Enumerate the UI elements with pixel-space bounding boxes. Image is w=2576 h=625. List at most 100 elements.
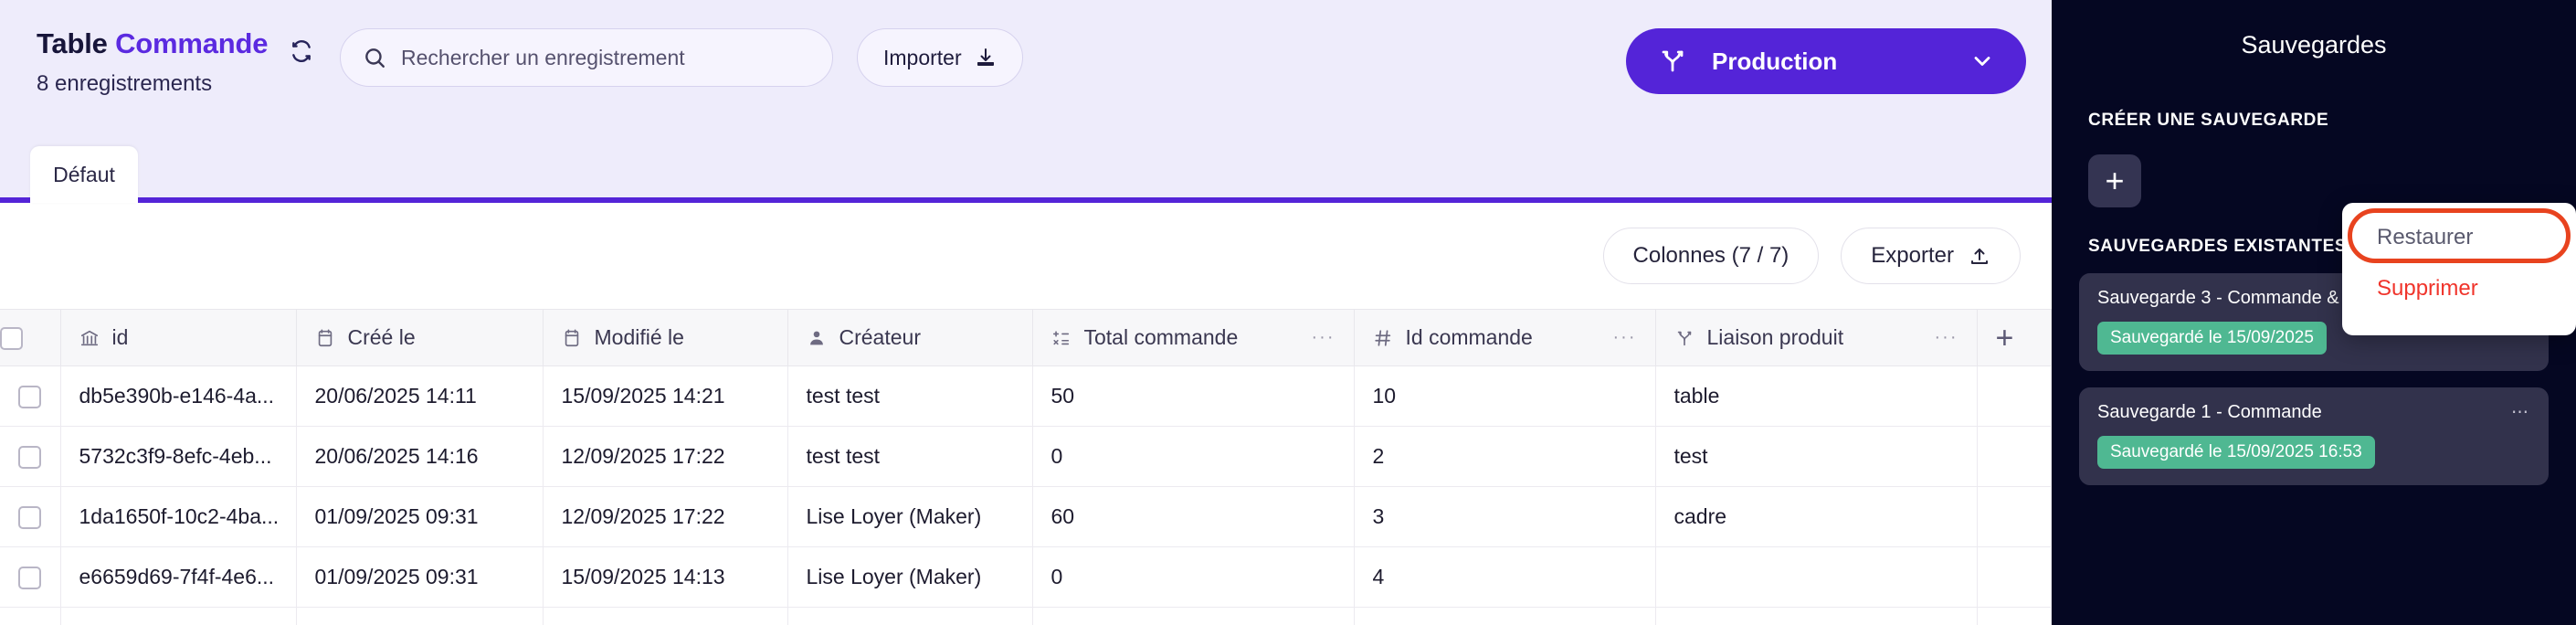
- cell-id: da5e14ef-1710-458...: [60, 607, 297, 625]
- calendar-icon: [562, 328, 582, 348]
- column-header-id[interactable]: id: [60, 309, 297, 366]
- upload-icon: [1969, 245, 1990, 267]
- row-checkbox[interactable]: [18, 386, 42, 409]
- column-header-cree-le[interactable]: Créé le: [296, 309, 544, 366]
- create-backup-section-label: CRÉER UNE SAUVEGARDE: [2088, 111, 2329, 130]
- refresh-button[interactable]: [283, 33, 320, 69]
- row-select-cell[interactable]: [0, 546, 61, 608]
- git-branch-icon: [1674, 328, 1694, 348]
- cell-spacer: [1977, 486, 2052, 547]
- calendar-icon: [315, 328, 335, 348]
- row-select-cell[interactable]: [0, 426, 61, 487]
- context-menu-restore-label: Restaurer: [2377, 225, 2474, 249]
- table-toolbar: Colonnes (7 / 7) Exporter: [0, 203, 2052, 309]
- environment-label: Production: [1712, 47, 1838, 75]
- row-checkbox[interactable]: [18, 567, 42, 590]
- columns-button[interactable]: Colonnes (7 / 7): [1602, 228, 1820, 284]
- column-label: Modifié le: [594, 325, 684, 349]
- columns-label: Colonnes (7 / 7): [1632, 243, 1789, 268]
- table-row[interactable]: 5732c3f9-8efc-4eb... 20/06/2025 14:16 12…: [0, 426, 2052, 487]
- records-count: 8 enregistrements: [37, 71, 213, 96]
- environment-selector[interactable]: Production: [1626, 28, 2026, 94]
- export-button[interactable]: Exporter: [1841, 228, 2021, 284]
- create-backup-button[interactable]: +: [2088, 154, 2141, 207]
- column-header-id-commande[interactable]: Id commande ···: [1354, 309, 1656, 366]
- context-menu-restore[interactable]: Restaurer: [2342, 212, 2576, 263]
- cell-modified: 15/09/2025 14:13: [543, 607, 788, 625]
- cell-modified: 15/09/2025 14:21: [543, 365, 788, 427]
- more-horizontal-icon[interactable]: ⋯: [2511, 403, 2530, 422]
- row-checkbox[interactable]: [18, 446, 42, 470]
- existing-backups-section-label: SAUVEGARDES EXISTANTES: [2088, 237, 2348, 256]
- column-label: Créateur: [839, 325, 921, 349]
- top-bar: Table Commande 8 enregistrements: [0, 0, 2052, 203]
- cell-id-commande: 2: [1354, 426, 1656, 487]
- backup-timestamp-badge: Sauvegardé le 15/09/2025 16:53: [2097, 436, 2375, 469]
- table-row[interactable]: db5e390b-e146-4a... 20/06/2025 14:11 15/…: [0, 365, 2052, 427]
- hash-icon: [1373, 328, 1393, 348]
- cell-spacer: [1977, 365, 2052, 427]
- export-label: Exporter: [1871, 243, 1954, 268]
- column-header-modifie-le[interactable]: Modifié le: [543, 309, 788, 366]
- cell-id-commande: 3: [1354, 486, 1656, 547]
- cell-id: 5732c3f9-8efc-4eb...: [60, 426, 297, 487]
- formula-icon: [1051, 328, 1072, 348]
- search-placeholder: Rechercher un enregistrement: [401, 45, 685, 69]
- row-select-cell[interactable]: [0, 607, 61, 625]
- table-body: db5e390b-e146-4a... 20/06/2025 14:11 15/…: [0, 365, 2052, 625]
- backup-card[interactable]: Sauvegarde 1 - Commande ⋯ Sauvegardé le …: [2079, 387, 2549, 485]
- search-icon: [363, 46, 386, 69]
- tab-defaut[interactable]: Défaut: [30, 146, 138, 203]
- select-all-cell[interactable]: [0, 309, 61, 366]
- cell-id-commande: 5: [1354, 607, 1656, 625]
- column-header-liaison-produit[interactable]: Liaison produit ···: [1655, 309, 1978, 366]
- chevron-down-icon: [1969, 48, 1995, 74]
- cell-spacer: [1977, 546, 2052, 608]
- main-area: Table Commande 8 enregistrements: [0, 0, 2052, 625]
- backup-name: Sauvegarde 3 - Commande & produits: [2097, 288, 2410, 308]
- row-select-cell[interactable]: [0, 486, 61, 547]
- table-row[interactable]: da5e14ef-1710-458... 01/09/2025 09:31 15…: [0, 607, 2052, 625]
- table-row[interactable]: e6659d69-7f4f-4e6... 01/09/2025 09:31 15…: [0, 546, 2052, 608]
- column-header-createur[interactable]: Créateur: [787, 309, 1033, 366]
- column-label: id: [111, 325, 129, 349]
- user-icon: [807, 328, 827, 348]
- page-title: Table Commande: [37, 27, 283, 60]
- column-menu-icon[interactable]: ···: [1934, 327, 1958, 347]
- import-button[interactable]: Importer: [857, 28, 1023, 87]
- cell-total: 0: [1032, 546, 1355, 608]
- cell-liaison: [1655, 546, 1978, 608]
- bank-icon: [79, 328, 100, 348]
- column-label: Total commande: [1083, 325, 1239, 349]
- search-input[interactable]: Rechercher un enregistrement: [340, 28, 833, 87]
- column-label: Id commande: [1405, 325, 1533, 349]
- add-column-button[interactable]: +: [1977, 309, 2052, 366]
- tab-label: Défaut: [53, 162, 115, 186]
- column-header-total-commande[interactable]: Total commande ···: [1032, 309, 1355, 366]
- cell-id: db5e390b-e146-4a...: [60, 365, 297, 427]
- context-menu-delete[interactable]: Supprimer: [2342, 263, 2576, 314]
- cell-id-commande: 4: [1354, 546, 1656, 608]
- row-select-cell[interactable]: [0, 365, 61, 427]
- cell-created: 01/09/2025 09:31: [296, 607, 544, 625]
- column-label: Liaison produit: [1706, 325, 1844, 349]
- backup-name: Sauvegarde 1 - Commande: [2097, 402, 2322, 422]
- cell-modified: 12/09/2025 17:22: [543, 426, 788, 487]
- select-all-checkbox[interactable]: [0, 327, 23, 351]
- page-title-accent: Commande: [115, 27, 269, 59]
- cell-creator: Lise Loyer (Maker): [787, 486, 1033, 547]
- column-menu-icon[interactable]: ···: [1311, 327, 1336, 347]
- plus-icon: +: [1995, 320, 2014, 355]
- cell-total: 50: [1032, 365, 1355, 427]
- cell-liaison: lampe: [1655, 607, 1978, 625]
- column-menu-icon[interactable]: ···: [1612, 327, 1637, 347]
- git-branch-icon: [1659, 48, 1686, 75]
- cell-spacer: [1977, 607, 2052, 625]
- cell-liaison: test: [1655, 426, 1978, 487]
- context-menu-delete-label: Supprimer: [2377, 276, 2478, 301]
- row-checkbox[interactable]: [18, 506, 42, 530]
- table-row[interactable]: 1da1650f-10c2-4ba... 01/09/2025 09:31 12…: [0, 486, 2052, 547]
- cell-created: 01/09/2025 09:31: [296, 486, 544, 547]
- cell-spacer: [1977, 426, 2052, 487]
